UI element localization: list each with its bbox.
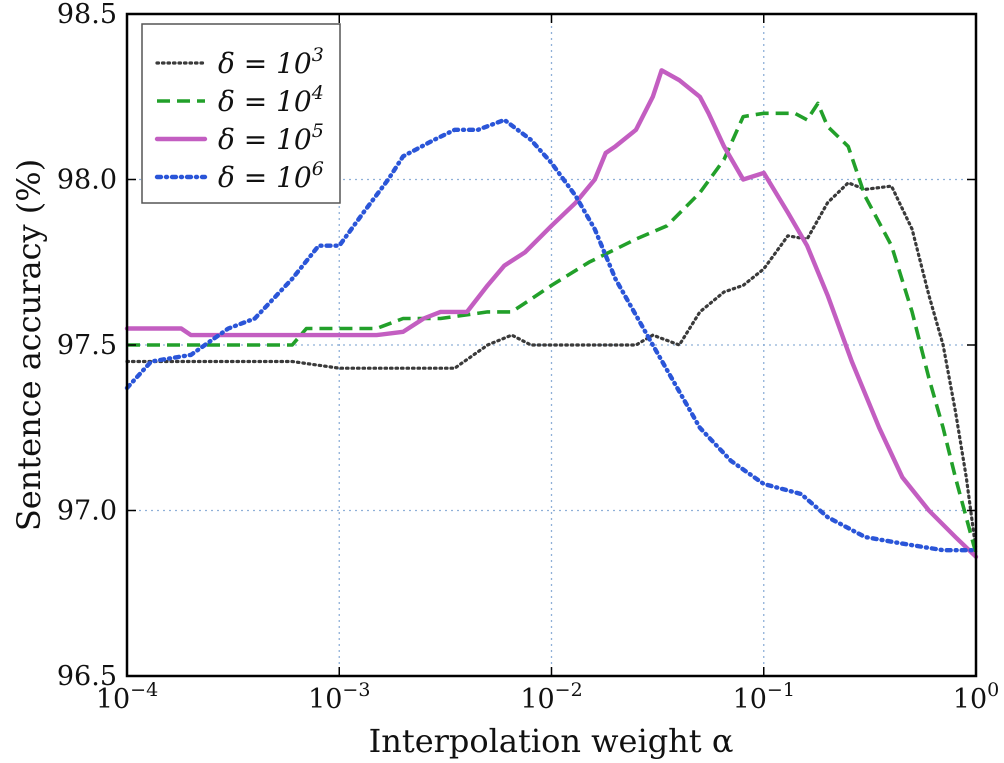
tick-layer: 10−4 10−3 10−2 10−1 100 96.5 97.0 97.5 98.0 98.5 xyxy=(57,0,999,715)
x-tick-label: 10−4 xyxy=(96,679,158,715)
legend-label-2: δ = 104 xyxy=(218,82,324,118)
x-tick-label: 10−1 xyxy=(733,679,795,715)
x-axis-label: Interpolation weight α xyxy=(369,722,734,760)
x-tick-label: 10−3 xyxy=(308,679,370,715)
legend-label-4: δ = 106 xyxy=(218,158,324,194)
y-tick-label: 97.0 xyxy=(57,496,117,527)
series-line-1 xyxy=(125,181,978,552)
legend-box xyxy=(141,23,341,204)
series-line-3 xyxy=(124,68,979,559)
series-line-4 xyxy=(124,117,979,553)
y-tick-label: 96.5 xyxy=(57,661,117,692)
y-tick-label: 98.5 xyxy=(57,0,117,30)
y-tick-label: 98.0 xyxy=(57,165,117,196)
x-tick-label: 100 xyxy=(953,679,999,715)
y-tick-label: 97.5 xyxy=(57,330,117,361)
legend-label-1: δ = 103 xyxy=(218,44,324,80)
series-layer xyxy=(124,68,979,559)
x-tick-label: 10−2 xyxy=(520,679,582,715)
legend-label-3: δ = 105 xyxy=(218,120,324,156)
y-axis-label: Sentence accuracy (%) xyxy=(10,159,48,531)
